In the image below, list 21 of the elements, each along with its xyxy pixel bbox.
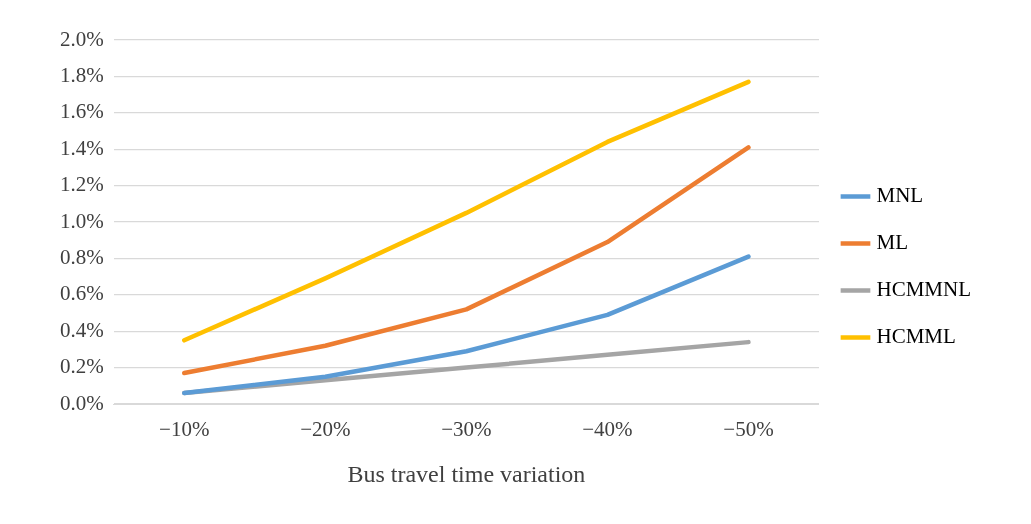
y-tick-label: 0.6% bbox=[59, 281, 104, 306]
legend-label: ML bbox=[876, 230, 908, 255]
y-tick-label: 2.0% bbox=[59, 26, 104, 51]
x-tick-label: −20% bbox=[300, 417, 351, 442]
legend-label: HCMML bbox=[876, 324, 956, 349]
y-tick-label: 1.8% bbox=[59, 62, 104, 87]
x-tick-label: −40% bbox=[582, 417, 633, 442]
legend-label: MNL bbox=[876, 183, 924, 208]
x-tick-label: −30% bbox=[441, 417, 492, 442]
y-tick-label: 1.6% bbox=[59, 99, 104, 124]
x-tick-label: −50% bbox=[723, 417, 774, 442]
y-tick-label: 0.8% bbox=[59, 244, 104, 269]
y-tick-label: 1.2% bbox=[59, 172, 104, 197]
y-tick-label: 0.0% bbox=[59, 390, 104, 415]
y-tick-label: 1.0% bbox=[59, 208, 104, 233]
x-axis-title: Bus travel time variation bbox=[347, 460, 586, 487]
x-tick-label: −10% bbox=[159, 417, 210, 442]
y-tick-label: 0.4% bbox=[59, 317, 104, 342]
legend-label: HCMMNL bbox=[876, 277, 972, 302]
y-tick-label: 0.2% bbox=[59, 354, 104, 379]
y-tick-label: 1.4% bbox=[59, 135, 104, 160]
